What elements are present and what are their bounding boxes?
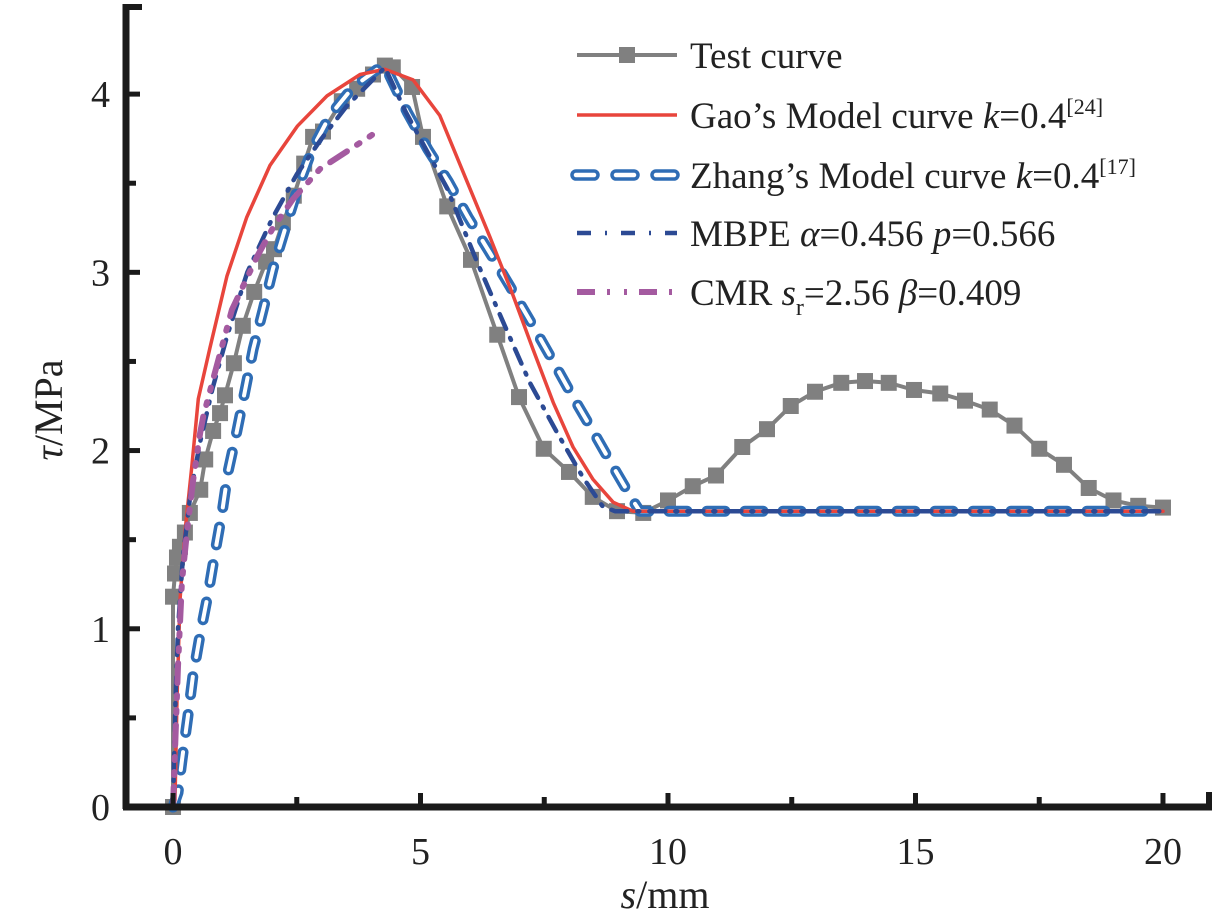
data-point [246,283,263,300]
data-point [225,355,242,372]
legend-item: MBPE α=0.456 p=0.566 [577,214,1055,255]
data-point [439,198,456,215]
data-point [234,317,251,334]
data-point [1006,417,1023,434]
x-tick-label: 0 [164,831,183,873]
y-axis-unit: /MPa [26,359,71,446]
legend-label-part: =0.4 [1032,156,1099,197]
y-tick-label: 0 [91,787,110,829]
data-point [167,565,184,582]
data-point [807,383,824,400]
data-point [932,385,949,402]
y-tick-label: 3 [91,252,110,294]
data-point [880,374,897,391]
data-point [165,588,182,605]
legend-label-part: r [796,295,804,321]
legend-label-part: CMR [690,273,782,314]
legend-label-part: β [898,273,918,314]
legend-swatch [570,169,600,181]
data-point [1080,479,1097,496]
data-point [906,381,923,398]
x-axis-var: s [621,872,637,917]
y-tick-label: 1 [91,609,110,651]
legend-label-part: [24] [1066,94,1103,119]
data-point [758,421,775,438]
labels-layer: 0 5 10 15 20 0 1 2 3 4 [91,74,1182,873]
data-point [205,422,222,439]
data-point [1031,440,1048,457]
y-tick-label: 4 [91,74,110,116]
y-axis-title: τ/MPa [26,359,71,460]
legend-label-part: Gao’s Model curve [690,96,983,137]
data-point [684,478,701,495]
legend-label: Test curve [690,36,843,77]
legend-label-part: Zhang’s Model curve [690,156,1016,197]
data-point [561,463,578,480]
legend-label-part: =0.4 [999,96,1066,137]
legend-label-part: =2.56 [804,273,899,314]
data-point [708,467,725,484]
series-4 [170,126,383,810]
data-point [212,405,229,422]
data-point [1055,456,1072,473]
data-point [535,440,552,457]
legend-label: Gao’s Model curve k=0.4[24] [690,94,1103,137]
legend-item: Gao’s Model curve k=0.4[24] [577,94,1103,137]
ticks-layer [126,91,1166,810]
x-tick-label: 5 [411,831,430,873]
series-2 [167,60,1169,813]
legend-marker [619,47,635,63]
legend-label-part: [17] [1099,154,1136,179]
data-point [782,398,799,414]
data-point [857,373,874,390]
data-point [192,481,209,498]
legend-item: Zhang’s Model curve k=0.4[17] [570,154,1136,197]
data-point [216,387,233,404]
series-line-inner [171,63,1165,809]
legend-label: CMR sr=2.56 β=0.409 [690,273,1021,321]
data-point [956,392,973,409]
legend-item: Test curve [577,36,843,77]
legend-label-part: k [983,96,1000,137]
x-axis-title: s/mm [621,872,710,917]
legend-label-part: p [930,214,952,255]
legend-label-part: =0.409 [917,273,1021,314]
x-tick-label: 10 [649,831,687,873]
x-tick-label: 20 [1144,831,1182,873]
legend-label-part: α [800,214,821,255]
x-axis-unit: /mm [636,872,709,917]
data-point [511,389,528,406]
series-layer [165,57,1171,815]
legend-swatch [650,169,680,181]
legend-item: CMR sr=2.56 β=0.409 [577,273,1021,321]
data-point [734,438,751,455]
legend-label-part: Test curve [690,36,843,77]
data-point [833,374,850,391]
y-tick-label: 2 [91,431,110,473]
legend-swatch [610,169,640,181]
data-point [660,492,676,509]
x-tick-label: 15 [896,831,934,873]
data-point [197,451,214,468]
data-point [584,488,601,505]
legend-label-part: =0.456 [819,214,932,255]
data-point [1105,492,1122,509]
legend-label-part: s [782,273,796,314]
legend-label-part: k [1016,156,1033,197]
y-axis-var: τ [26,445,71,461]
legend-label-part: =0.566 [951,214,1055,255]
legend-label: Zhang’s Model curve k=0.4[17] [690,154,1136,197]
data-point [489,326,506,343]
legend-label-part: MBPE [690,214,800,255]
data-point [981,401,998,418]
series-line [170,126,383,810]
legend-label: MBPE α=0.456 p=0.566 [690,214,1055,255]
